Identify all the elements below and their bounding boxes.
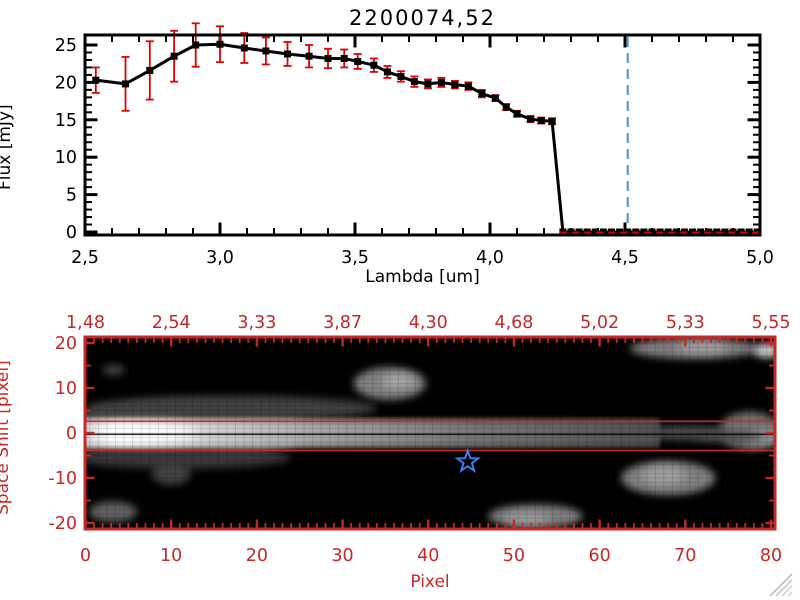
tick-label: 80 — [760, 546, 782, 566]
x-tick-labels: 2,5 3,0 3,5 4,0 4,5 5,0 — [71, 248, 774, 268]
tick-label: 5,55 — [752, 313, 791, 333]
resize-grip-icon[interactable] — [764, 568, 798, 598]
tick-label: 4,5 — [611, 248, 639, 268]
tick-label: 4,0 — [476, 248, 504, 268]
tick-label: 5 — [66, 186, 77, 206]
tick-label: -10 — [48, 469, 77, 489]
tick-label: 0 — [80, 546, 91, 566]
tick-label: 2,54 — [152, 313, 191, 333]
tick-label: -20 — [48, 514, 77, 534]
tick-label: 1,48 — [66, 313, 105, 333]
plot-title: 2200074,52 — [349, 6, 496, 30]
spectrum-chart: 2,5 3,0 3,5 4,0 4,5 5,0 0 5 10 15 20 25 — [55, 22, 774, 268]
tick-label: 2,5 — [71, 248, 99, 268]
tick-label: 10 — [55, 379, 77, 399]
flux-axis-label: Flux [mJy] — [0, 104, 15, 190]
spatial-map-chart: 1,48 2,54 3,33 3,87 4,30 4,68 5,02 5,33 5,550 10 2… — [48, 313, 790, 566]
space-shift-axis-label: Space Shift [pixel] — [0, 360, 13, 515]
tick-label: 0 — [66, 223, 77, 243]
spectrum-ticks — [83, 36, 762, 234]
space-shift-tick-labels: 20 10 0 -10 -20 — [48, 334, 77, 534]
tick-label: 15 — [55, 111, 77, 131]
trace-band-core-row — [86, 424, 660, 442]
tick-label: 70 — [674, 546, 696, 566]
tick-label: 30 — [331, 546, 353, 566]
spectrum-line — [95, 42, 758, 234]
tick-label: 3,33 — [237, 313, 276, 333]
tick-label: 20 — [55, 334, 77, 354]
tick-label: 3,87 — [323, 313, 362, 333]
lambda-axis-label: Lambda [um] — [365, 267, 480, 287]
image-ticks — [84, 338, 774, 528]
tick-label: 10 — [160, 546, 182, 566]
tick-label: 5,02 — [580, 313, 619, 333]
tick-label: 20 — [55, 73, 77, 93]
tick-label: 20 — [246, 546, 268, 566]
pixel-axis-label: Pixel — [410, 572, 450, 592]
y-tick-labels: 0 5 10 15 20 25 — [55, 36, 77, 243]
image-frame — [83, 335, 777, 531]
pixel-tick-labels: 0 10 20 30 40 50 60 70 80 — [80, 546, 782, 566]
tick-label: 60 — [588, 546, 610, 566]
wavelength-tick-labels: 1,48 2,54 3,33 3,87 4,30 4,68 5,02 5,33 5,55 — [66, 313, 790, 333]
tick-label: 0 — [66, 424, 77, 444]
tick-label: 5,33 — [666, 313, 705, 333]
tick-label: 4,30 — [409, 313, 448, 333]
data-markers — [92, 40, 761, 236]
tick-label: 40 — [417, 546, 439, 566]
tick-label: 3,5 — [341, 248, 369, 268]
pixel-grid — [86, 338, 774, 528]
trace-core — [95, 423, 196, 443]
tick-label: 3,0 — [206, 248, 234, 268]
tick-label: 25 — [55, 36, 77, 56]
star-marker — [454, 447, 481, 474]
tick-label: 4,68 — [494, 313, 533, 333]
spectrum-plot-frame — [83, 33, 762, 237]
tick-label: 5,0 — [746, 248, 774, 268]
tick-label: 10 — [55, 148, 77, 168]
error-bars — [91, 22, 557, 126]
tick-label: 50 — [503, 546, 525, 566]
